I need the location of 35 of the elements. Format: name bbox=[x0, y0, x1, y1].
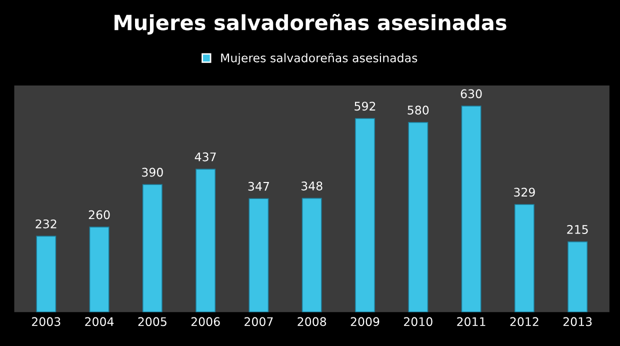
x-tick-label: 2012 bbox=[510, 317, 538, 326]
bar bbox=[248, 198, 269, 312]
data-label: 437 bbox=[194, 152, 216, 162]
bar bbox=[408, 122, 428, 312]
data-label: 347 bbox=[248, 182, 269, 191]
bar bbox=[461, 106, 482, 312]
data-label: 329 bbox=[514, 188, 535, 197]
x-tick-label: 2011 bbox=[457, 317, 486, 326]
x-tick-label: 2013 bbox=[563, 317, 592, 326]
data-label: 348 bbox=[301, 182, 322, 190]
chart-title: Mujeres salvadoreñas asesinadas bbox=[114, 14, 506, 35]
bar bbox=[355, 118, 375, 312]
x-tick-label: 2009 bbox=[350, 317, 380, 326]
x-tick-label: 2005 bbox=[138, 317, 166, 326]
bar bbox=[568, 241, 588, 312]
legend-label: Mujeres salvadoreñas asesinadas bbox=[221, 53, 418, 65]
data-label: 390 bbox=[142, 168, 163, 177]
bar bbox=[142, 184, 162, 312]
x-tick-label: 2006 bbox=[191, 317, 220, 326]
data-label: 232 bbox=[36, 219, 56, 228]
bar bbox=[196, 168, 216, 312]
x-tick-label: 2007 bbox=[244, 317, 273, 326]
bar bbox=[36, 236, 56, 312]
x-tick-label: 2003 bbox=[32, 317, 60, 326]
bar bbox=[514, 204, 534, 312]
data-label: 215 bbox=[567, 225, 588, 234]
data-label: 260 bbox=[88, 210, 110, 220]
bar bbox=[302, 198, 322, 312]
x-tick-label: 2004 bbox=[85, 317, 114, 326]
bar bbox=[89, 226, 110, 312]
x-tick-label: 2008 bbox=[298, 317, 326, 326]
data-label: 592 bbox=[354, 102, 376, 111]
x-tick-label: 2010 bbox=[404, 317, 432, 326]
data-label: 630 bbox=[460, 89, 482, 98]
data-label: 580 bbox=[408, 106, 429, 115]
